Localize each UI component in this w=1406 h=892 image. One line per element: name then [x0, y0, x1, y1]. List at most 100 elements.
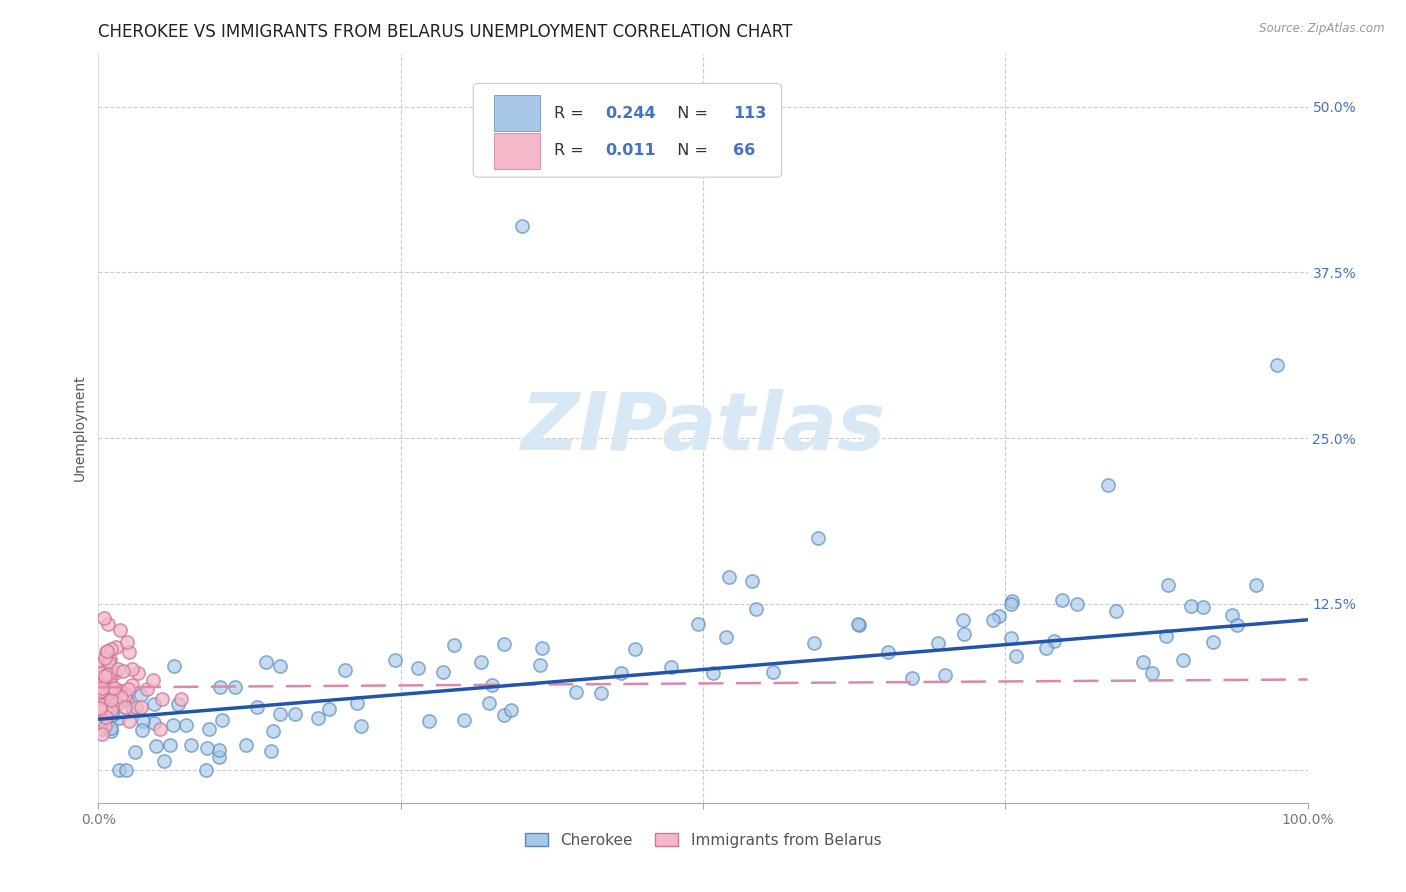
Point — [114, 689, 136, 703]
Point — [97, 667, 120, 681]
Point — [104, 697, 127, 711]
Text: R =: R = — [554, 106, 589, 121]
Point — [349, 719, 371, 733]
Point — [1140, 666, 1163, 681]
Point — [100, 677, 122, 691]
Point — [1226, 618, 1249, 632]
Point — [131, 723, 153, 737]
Point — [269, 659, 291, 673]
Point — [418, 714, 440, 729]
Point — [224, 681, 246, 695]
Point — [494, 637, 516, 651]
Text: 0.244: 0.244 — [605, 106, 655, 121]
Point — [145, 739, 167, 753]
Point — [927, 635, 949, 649]
Point — [112, 664, 135, 678]
Point — [163, 659, 186, 673]
Point — [96, 644, 118, 658]
Point — [717, 570, 740, 584]
Point — [121, 662, 143, 676]
Point — [481, 678, 503, 692]
Point — [89, 676, 111, 690]
Point — [103, 681, 125, 695]
Point — [91, 722, 114, 736]
Point — [686, 617, 709, 632]
Point — [1004, 648, 1026, 663]
Point — [162, 718, 184, 732]
Point — [114, 700, 136, 714]
Point — [90, 670, 112, 684]
Point — [104, 665, 127, 680]
Point — [96, 693, 118, 707]
Point — [132, 714, 155, 728]
Point — [406, 661, 429, 675]
Point — [1246, 577, 1268, 591]
Point — [121, 678, 143, 692]
Point — [432, 665, 454, 680]
Point — [934, 668, 956, 682]
Point — [127, 665, 149, 680]
Point — [807, 531, 830, 545]
Point — [98, 668, 121, 682]
Point — [1042, 634, 1064, 648]
Point — [803, 635, 825, 649]
Point — [208, 742, 231, 756]
Point — [195, 740, 218, 755]
Point — [108, 711, 131, 725]
Point — [110, 683, 132, 698]
Point — [89, 676, 111, 690]
Point — [118, 645, 141, 659]
Point — [89, 701, 111, 715]
Point — [118, 714, 141, 728]
Point — [100, 683, 122, 698]
Point — [983, 613, 1005, 627]
Legend: Cherokee, Immigrants from Belarus: Cherokee, Immigrants from Belarus — [524, 832, 882, 847]
Point — [384, 653, 406, 667]
Point — [745, 601, 768, 615]
Text: N =: N = — [666, 106, 713, 121]
Point — [346, 696, 368, 710]
Point — [89, 665, 111, 680]
Point — [97, 655, 120, 669]
Point — [246, 700, 269, 714]
Point — [470, 656, 492, 670]
Point — [129, 688, 152, 702]
Text: 0.011: 0.011 — [605, 144, 655, 159]
Point — [510, 219, 533, 233]
Point — [148, 722, 170, 736]
Text: CHEROKEE VS IMMIGRANTS FROM BELARUS UNEMPLOYMENT CORRELATION CHART: CHEROKEE VS IMMIGRANTS FROM BELARUS UNEM… — [98, 23, 793, 41]
Point — [197, 723, 219, 737]
Point — [124, 745, 146, 759]
Point — [94, 669, 117, 683]
Point — [152, 692, 174, 706]
FancyBboxPatch shape — [474, 84, 782, 178]
Point — [259, 743, 281, 757]
Point — [1202, 634, 1225, 648]
Point — [284, 706, 307, 721]
Point — [762, 665, 785, 679]
Point — [107, 662, 129, 676]
Point — [876, 645, 898, 659]
Point — [624, 642, 647, 657]
Point — [94, 680, 117, 694]
Point — [100, 642, 122, 657]
Point — [167, 697, 190, 711]
Point — [90, 683, 112, 698]
Point — [254, 655, 277, 669]
Point — [136, 682, 159, 697]
Text: ZIPatlas: ZIPatlas — [520, 389, 886, 467]
Point — [94, 645, 117, 659]
Point — [988, 609, 1011, 624]
Point — [661, 660, 683, 674]
Point — [114, 687, 136, 701]
Point — [848, 618, 870, 632]
Point — [94, 702, 117, 716]
Point — [702, 666, 724, 681]
Point — [318, 702, 340, 716]
Text: N =: N = — [666, 144, 713, 159]
Point — [104, 640, 127, 655]
Text: 66: 66 — [734, 144, 755, 159]
Point — [846, 617, 869, 632]
Point — [97, 706, 120, 720]
Point — [96, 710, 118, 724]
